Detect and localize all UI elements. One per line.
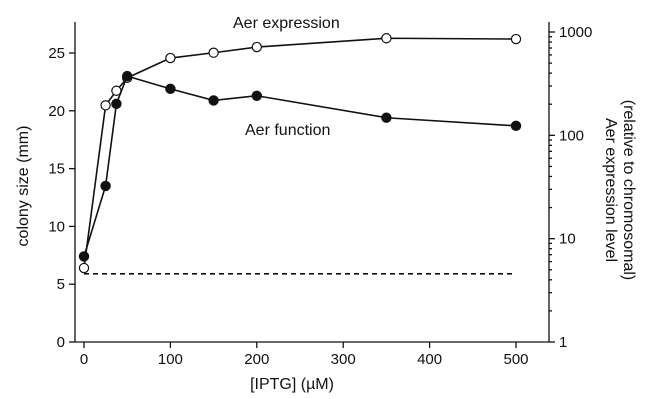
- aer-expression-point: [100, 100, 111, 111]
- x-tick-label: 400: [417, 351, 442, 368]
- ticks: 0 100 200 300 400 500 0 5 10 15 20 25 1 10 100 1000: [48, 24, 592, 368]
- y2-tick-label: 1: [559, 334, 567, 351]
- aer-function-point: [100, 180, 111, 192]
- aer-expression-point: [165, 52, 176, 64]
- aer-expression-point: [251, 41, 262, 53]
- x-tick-label: 200: [244, 351, 269, 368]
- aer-function-point: [121, 70, 133, 82]
- y2-tick-label: 1000: [559, 24, 592, 41]
- aer-function-point: [381, 112, 392, 123]
- annotation-aer-function: Aer function: [245, 122, 330, 139]
- aer-expression-line: [83, 37, 517, 269]
- y2-tick-label: 100: [559, 127, 584, 144]
- y2-axis-title-line1: Aer expression level: [602, 118, 619, 262]
- y-tick-label: 10: [48, 218, 65, 235]
- aer-expression-point: [208, 47, 219, 58]
- aer-function-point: [165, 83, 176, 95]
- aer-function-point: [78, 251, 90, 262]
- aer-function-point: [510, 120, 522, 132]
- aer-function-point: [208, 95, 219, 106]
- y-tick-label: 5: [57, 276, 65, 293]
- aer-function-point: [111, 98, 122, 110]
- x-tick-label: 500: [503, 351, 528, 368]
- y2-axis-title-line2: (relative to chromosomal): [620, 100, 637, 281]
- x-tick-label: 0: [80, 351, 88, 368]
- x-tick-label: 300: [331, 351, 356, 368]
- aer-function-line: [83, 75, 517, 257]
- y-tick-label: 0: [57, 334, 65, 351]
- annotation-aer-expression: Aer expression: [233, 15, 340, 32]
- aer-function-point: [251, 90, 262, 101]
- x-axis-title: [IPTG] (µM): [250, 376, 334, 393]
- aer-expression-point: [510, 33, 522, 45]
- y-tick-label: 20: [48, 103, 65, 120]
- x-tick-label: 100: [158, 351, 183, 368]
- y2-tick-label: 10: [559, 231, 576, 248]
- aer-expression-point: [78, 262, 90, 274]
- y-tick-label: 15: [48, 161, 65, 178]
- axes: [74, 22, 550, 343]
- y-tick-label: 25: [48, 45, 65, 62]
- aer-expression-point: [381, 33, 392, 44]
- y-axis-title: colony size (mm): [15, 126, 32, 247]
- series-group: [78, 33, 522, 274]
